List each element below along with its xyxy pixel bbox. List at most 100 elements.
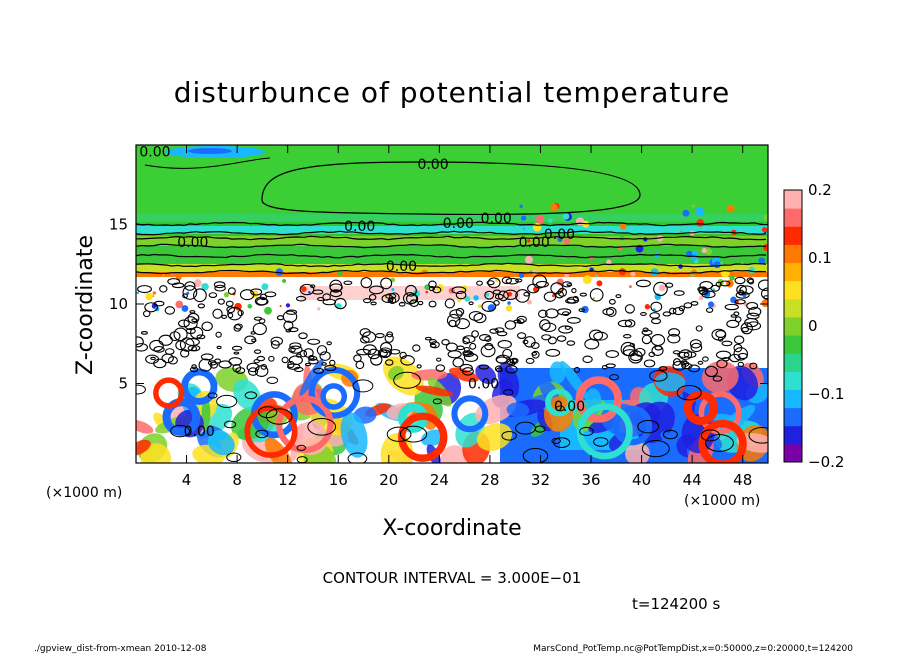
contour-cell [658,366,668,371]
colorbar-swatch [784,443,802,463]
contour-cell [370,301,377,306]
contour-cell [193,288,207,303]
contour-cell [386,426,412,442]
speckle [705,248,713,255]
contour-cell [504,320,517,330]
speckle [644,304,651,310]
speckle [487,304,496,312]
speckle [485,292,490,297]
speckle [701,247,707,254]
contour-cell [184,281,196,291]
contour-cell [551,437,561,444]
contour-cell [664,282,674,288]
y-tick-label: 10 [109,295,128,313]
speckle [695,206,705,216]
contour-cell [681,362,693,370]
contour-cell [624,304,635,314]
contour-cell [699,281,714,290]
contour-label: 0.00 [554,399,585,415]
contour-cell [523,336,536,348]
contour-cell [515,421,536,435]
speckle [552,294,556,298]
contour-cell [630,354,642,362]
speckle [234,302,242,311]
contour-cell [304,362,312,367]
contour-cell [566,340,576,346]
colorbar-swatch [784,208,802,227]
contour-cell [515,278,523,283]
speckle [562,212,570,220]
contour-cell [495,356,508,364]
contour-cell [588,329,604,341]
x-tick-label: 44 [683,471,702,489]
contour-cell [361,331,377,343]
contour-cell [380,277,393,290]
contour-cell [287,363,301,370]
speckle [526,299,532,305]
contour-cell [462,337,470,345]
contour-cell [648,351,656,358]
contour-cell [179,349,190,358]
contour-cell [509,361,516,366]
colorbar-ticks: 0.2 0.1 0 −0.1 −0.2 [808,181,844,471]
contour-cell [190,326,204,339]
contour-cell [501,276,512,285]
colorbar-swatch [784,425,802,445]
contour-cell [487,277,501,289]
contour-cell [255,429,269,439]
colorbar [783,189,803,463]
contour-cell [746,301,759,310]
colorbar-swatch [784,244,802,264]
contour-cell [296,444,307,451]
speckle [729,275,735,281]
contour-cell [566,283,573,287]
contour-cell [153,358,167,369]
contour-cell [601,365,608,370]
turbulent-blob [387,365,404,381]
contour-cell [734,299,746,305]
contour-cell [189,366,199,373]
speckle [532,269,538,275]
speckle [556,278,564,286]
contour-label: 0.00 [519,235,550,251]
contour-cell [589,288,604,302]
contour-cell [191,346,198,352]
contour-cell [476,280,483,286]
contour-cell [566,296,580,304]
contour-cell [649,370,668,382]
contour-cell [503,289,518,300]
colorbar-swatch [784,316,802,336]
contour-cell [308,354,315,360]
contour-cell [653,281,668,297]
contour-cell [234,323,243,330]
contour-cell [173,327,188,342]
contour-label: 0.00 [184,424,215,440]
contour-cell [201,321,213,332]
x-tick-label: 24 [430,471,449,489]
contour-cell [359,328,371,337]
contour-cell [428,286,435,292]
contour-cell [260,363,268,370]
contour-cell [380,342,393,354]
contour-cell [509,357,519,364]
contour-cell [463,346,470,353]
contour-cell [484,342,494,351]
contour-cell [455,307,465,316]
contour-cell [763,295,768,300]
contour-cell [276,315,285,321]
contour-cell [310,284,316,289]
speckle [170,273,174,276]
contour-cell [468,301,474,306]
contour-cell [324,365,337,371]
contour-cell [562,311,570,316]
contour-cell [547,336,557,345]
x-axis-ticks: 4 8 12 16 20 24 28 32 36 40 44 48 [182,145,752,489]
swirl-ring [698,391,742,435]
contour-cell [668,307,677,315]
contour-cell [253,316,263,321]
colorbar-swatch [784,371,802,390]
speckle [247,303,253,309]
plot-area: 0.000.000.00 0.00 0.000.000.000.000.000.00… [136,145,768,463]
contour-cell [737,361,745,367]
contour-cell [208,292,218,298]
